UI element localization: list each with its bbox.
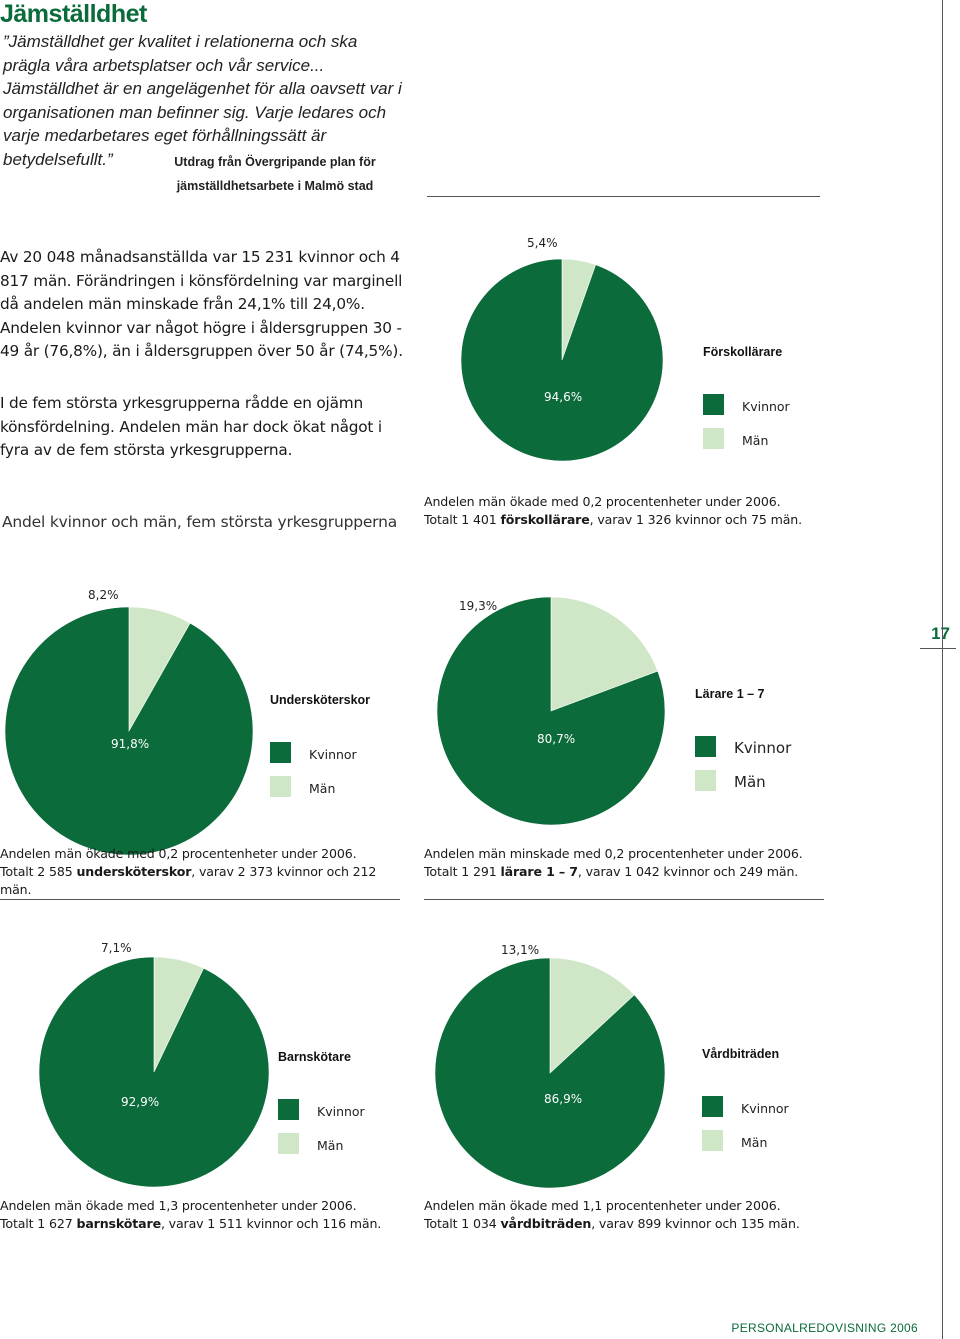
legend-label-man: Män (742, 433, 769, 448)
page-number: 17 (931, 624, 950, 643)
legend-label-man: Män (317, 1138, 344, 1153)
caption-post: , varav 1 326 kvinnor och 75 män. (589, 512, 802, 527)
divider-left (0, 899, 400, 900)
margin-line (942, 0, 943, 1339)
pie-label-kvinnor: 80,7% (537, 732, 576, 746)
pie-slice-kvinnor (434, 957, 666, 1189)
caption-bold: undersköterskor (76, 864, 192, 879)
pie-slice-kvinnor (436, 596, 666, 826)
pie-slice-man (549, 957, 635, 1074)
legend-label-man: Män (734, 773, 766, 791)
caption-pre: Totalt 1 401 (424, 512, 501, 527)
chart-caption: Andelen män minskade med 0,2 procentenhe… (424, 845, 834, 881)
caption-post: , varav 2 373 kvinnor och 212 män. (0, 864, 377, 897)
legend-swatch-kvinnor (278, 1099, 299, 1120)
body-paragraph-2: I de fem största yrkesgrupperna rådde en… (0, 394, 382, 460)
pie-chart-larare (436, 596, 666, 826)
caption-bold: lärare 1 – 7 (500, 864, 578, 879)
legend-swatch-man (270, 776, 291, 797)
pie-label-man: 5,4% (527, 236, 558, 250)
caption-line1: Andelen män ökade med 1,1 procentenheter… (424, 1198, 781, 1213)
intro-quote: ”Jämställdhet ger kvalitet i relationern… (3, 32, 402, 169)
pie-slice-man (550, 596, 659, 712)
pie-chart-barnskotare (38, 956, 270, 1188)
chart-caption: Andelen män ökade med 1,3 procentenheter… (0, 1197, 410, 1233)
chart-title: Förskollärare (703, 345, 783, 359)
legend-swatch-man (278, 1133, 299, 1154)
caption-post: , varav 899 kvinnor och 135 män. (591, 1216, 800, 1231)
chart-title: Undersköterskor (270, 693, 371, 707)
pie-label-kvinnor: 92,9% (121, 1095, 160, 1109)
caption-line1: Andelen män ökade med 1,3 procentenheter… (0, 1198, 357, 1213)
caption-line1: Andelen män minskade med 0,2 procentenhe… (424, 846, 803, 861)
pie-slice-kvinnor (460, 258, 664, 462)
legend-label-kvinnor: Kvinnor (317, 1104, 365, 1119)
chart-caption: Andelen män ökade med 0,2 procentenheter… (424, 493, 834, 529)
legend-swatch-kvinnor (695, 736, 716, 757)
legend-label-man: Män (741, 1135, 768, 1150)
legend-swatch-kvinnor (702, 1096, 723, 1117)
chart-caption: Andelen män ökade med 0,2 procentenheter… (0, 845, 410, 899)
pie-chart-forskollarare (460, 258, 664, 462)
legend-swatch-kvinnor (703, 394, 724, 415)
pie-label-kvinnor: 86,9% (544, 1092, 583, 1106)
legend-label-kvinnor: Kvinnor (734, 739, 792, 757)
legend-label-kvinnor: Kvinnor (309, 747, 357, 762)
caption-line1: Andelen män ökade med 0,2 procentenheter… (424, 494, 781, 509)
footer-label: PERSONALREDOVISNING 2006 (731, 1321, 918, 1335)
caption-post: , varav 1 511 kvinnor och 116 män. (160, 1216, 382, 1231)
pie-label-man: 7,1% (101, 941, 132, 955)
legend-label-man: Män (309, 781, 336, 796)
caption-bold: barnskötare (76, 1216, 161, 1231)
legend-swatch-man (703, 428, 724, 449)
caption-pre: Totalt 2 585 (0, 864, 77, 879)
legend-label-kvinnor: Kvinnor (742, 399, 790, 414)
page-title: Jämställdhet (0, 0, 147, 28)
section-title: Andel kvinnor och män, fem största yrkes… (2, 513, 398, 531)
quote-source-line2: jämställdhetsarbete i Malmö stad (176, 179, 374, 193)
pie-label-kvinnor: 91,8% (111, 737, 150, 751)
chart-title: Vårdbiträden (702, 1047, 780, 1061)
pie-chart-vardbitraden (434, 957, 666, 1189)
pie-label-man: 19,3% (459, 599, 498, 613)
legend-label-kvinnor: Kvinnor (741, 1101, 789, 1116)
legend-swatch-kvinnor (270, 742, 291, 763)
pie-chart-underskoterskor (4, 606, 254, 856)
pie-label-man: 8,2% (88, 588, 119, 602)
caption-bold: förskollärare (500, 512, 590, 527)
quote-source-line1: Utdrag från Övergripande plan för (174, 155, 376, 169)
page-number-rule (920, 648, 956, 649)
pie-slice-kvinnor (4, 606, 254, 856)
top-rule (427, 196, 820, 197)
chart-title: Barnskötare (278, 1050, 351, 1064)
legend-swatch-man (702, 1130, 723, 1151)
chart-title: Lärare 1 – 7 (695, 687, 765, 701)
pie-label-man: 13,1% (501, 943, 540, 957)
pie-label-kvinnor: 94,6% (544, 390, 583, 404)
caption-pre: Totalt 1 034 (424, 1216, 501, 1231)
legend-swatch-man (695, 770, 716, 791)
caption-bold: vårdbiträden (500, 1216, 592, 1231)
caption-line1: Andelen män ökade med 0,2 procentenheter… (0, 846, 357, 861)
chart-caption: Andelen män ökade med 1,1 procentenheter… (424, 1197, 834, 1233)
pie-slice-kvinnor (38, 956, 270, 1188)
caption-post: , varav 1 042 kvinnor och 249 män. (577, 864, 799, 879)
body-paragraph-1: Av 20 048 månadsanställda var 15 231 kvi… (0, 248, 403, 361)
caption-pre: Totalt 1 627 (0, 1216, 77, 1231)
caption-pre: Totalt 1 291 (424, 864, 501, 879)
divider-right (424, 899, 824, 900)
